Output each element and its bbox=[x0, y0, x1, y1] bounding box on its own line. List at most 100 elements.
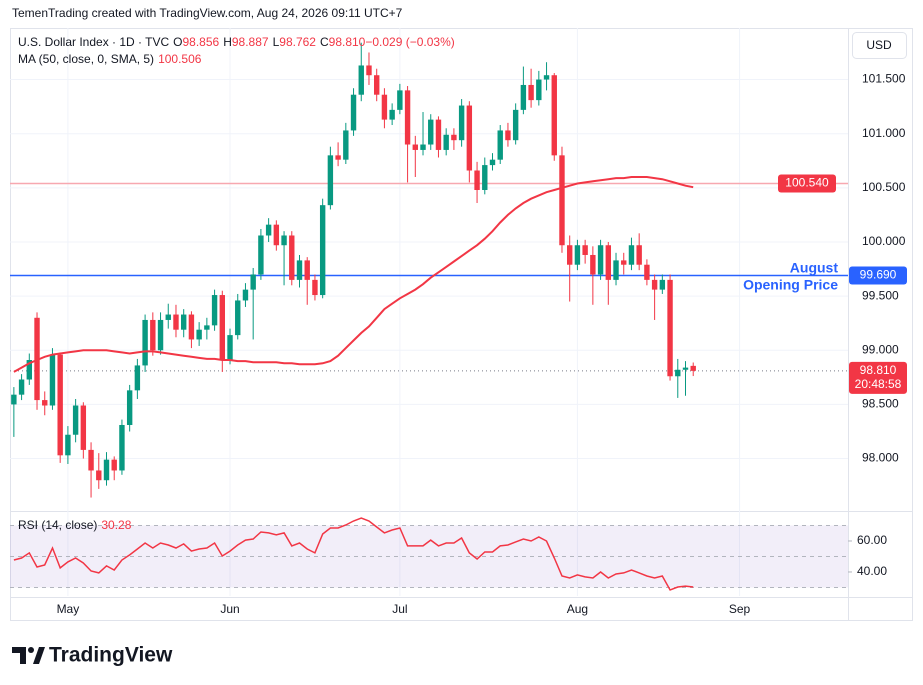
header: TemenTrading created with TradingView.co… bbox=[12, 6, 403, 20]
candle-body bbox=[366, 65, 372, 76]
ma-legend: MA (50, close, 0, SMA, 5) 100.506 bbox=[18, 52, 201, 66]
candle-body bbox=[126, 390, 133, 425]
candle-body bbox=[628, 245, 635, 265]
candle-body bbox=[111, 459, 117, 471]
candle-body bbox=[520, 84, 527, 110]
candle-body bbox=[474, 170, 480, 191]
candle-body bbox=[150, 319, 156, 351]
ma-value: 100.506 bbox=[158, 52, 202, 66]
x-tick-label: Jul bbox=[392, 602, 407, 616]
candle-body bbox=[621, 260, 627, 265]
candle-body bbox=[675, 369, 681, 377]
price-tag-label: 99.690 bbox=[860, 268, 897, 282]
candle-body bbox=[211, 295, 218, 326]
frame bbox=[10, 28, 913, 621]
candle-body bbox=[119, 424, 125, 471]
x-tick-label: Aug bbox=[567, 602, 588, 616]
candle-body bbox=[636, 245, 642, 265]
ohlc-key: C bbox=[319, 35, 329, 49]
rsi-legend: RSI (14, close) 30.28 bbox=[18, 518, 131, 532]
price-tag bbox=[778, 174, 836, 193]
candle-body bbox=[381, 94, 388, 120]
y-tick-label: 99.500 bbox=[862, 288, 899, 302]
candle-body bbox=[613, 260, 619, 280]
candle-body bbox=[458, 105, 465, 141]
candle-body bbox=[157, 319, 164, 351]
y-tick-label: 100.000 bbox=[862, 234, 906, 248]
candle-body bbox=[235, 300, 241, 336]
last-price-label: 98.810 bbox=[860, 363, 897, 377]
candle-body bbox=[512, 109, 519, 141]
candle-body bbox=[242, 289, 249, 301]
candle-body bbox=[281, 235, 287, 246]
candle-body bbox=[397, 90, 403, 110]
candle-body bbox=[605, 245, 611, 280]
candle-body bbox=[574, 245, 581, 265]
y-tick-label: 101.500 bbox=[862, 72, 906, 86]
candle-body bbox=[304, 260, 310, 280]
candle-body bbox=[543, 75, 550, 80]
x-tick-label: Jun bbox=[220, 602, 239, 616]
ma-name: MA (50, close, 0, SMA, 5) bbox=[18, 52, 155, 66]
ohlc-key: L bbox=[272, 35, 280, 49]
x-tick-label: May bbox=[57, 602, 80, 616]
symbol-title: U.S. Dollar Index · 1D · TVC bbox=[18, 35, 170, 49]
ohlc-value: 98.856 bbox=[182, 35, 220, 49]
candle-body bbox=[165, 314, 171, 320]
candle-body bbox=[188, 314, 195, 340]
candle-body bbox=[412, 144, 418, 150]
candle-body bbox=[651, 279, 658, 290]
candle-body bbox=[319, 205, 326, 296]
candle-body bbox=[343, 130, 349, 160]
candle-body bbox=[296, 260, 303, 280]
candle-body bbox=[497, 130, 503, 160]
countdown: 20:48:58 bbox=[855, 377, 902, 391]
candle-body bbox=[49, 354, 56, 406]
y-tick-label: 98.000 bbox=[862, 451, 899, 465]
candle-body bbox=[489, 159, 496, 166]
ohlc-value: 98.762 bbox=[279, 35, 316, 49]
candle-body bbox=[181, 314, 187, 330]
candle-body bbox=[173, 314, 179, 330]
currency-button[interactable] bbox=[852, 32, 907, 59]
candle-body bbox=[420, 144, 426, 150]
candle-body bbox=[428, 119, 434, 145]
candle-body bbox=[358, 65, 364, 95]
candle-body bbox=[644, 264, 650, 280]
ohlc-value: 98.810 bbox=[328, 35, 366, 49]
candle-body bbox=[18, 379, 25, 395]
candle-body bbox=[103, 459, 110, 481]
candle-body bbox=[134, 365, 141, 391]
ma-line bbox=[13, 176, 694, 373]
ohlc-value: 98.887 bbox=[231, 35, 269, 49]
price-tag-label: 100.540 bbox=[785, 176, 829, 190]
candle-body bbox=[451, 134, 457, 141]
candle-body bbox=[466, 105, 473, 171]
candle-body bbox=[312, 279, 318, 296]
rsi-value: 30.28 bbox=[101, 518, 132, 532]
candle-body bbox=[11, 394, 17, 405]
candle-body bbox=[404, 90, 411, 145]
candle-body bbox=[273, 224, 280, 246]
currency[interactable]: USD bbox=[866, 38, 892, 52]
ohlc-key: O bbox=[173, 35, 183, 49]
rsi-name: RSI (14, close) bbox=[18, 518, 98, 532]
candle-body bbox=[505, 130, 511, 141]
candle-body bbox=[227, 335, 233, 361]
candle-body bbox=[265, 224, 272, 236]
candle-body bbox=[335, 155, 341, 160]
line-annotation: August bbox=[790, 259, 839, 275]
candle-body bbox=[258, 235, 264, 275]
price-tag bbox=[849, 266, 907, 285]
candle-body bbox=[289, 235, 295, 280]
rsi-tick-label: 40.00 bbox=[857, 564, 887, 578]
candle-body bbox=[590, 254, 596, 275]
candle-body bbox=[435, 119, 442, 150]
candle-body bbox=[682, 367, 689, 370]
candle-body bbox=[88, 449, 94, 471]
line-annotation: Opening Price bbox=[743, 276, 838, 292]
candle-body bbox=[57, 354, 63, 456]
last-price-tag bbox=[849, 361, 907, 394]
candle-body bbox=[65, 434, 71, 456]
